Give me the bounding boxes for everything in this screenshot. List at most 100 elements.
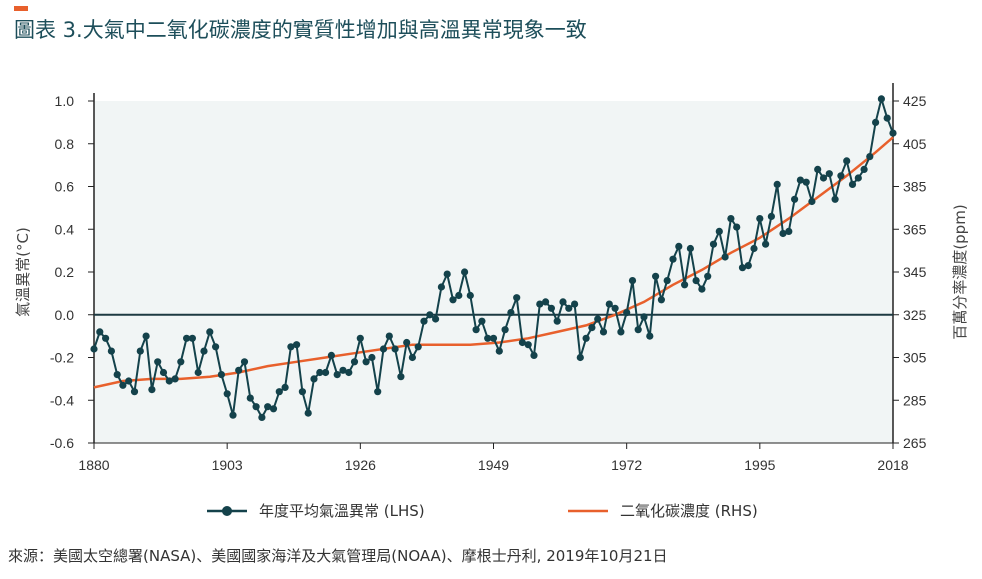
data-point-temperature	[420, 317, 428, 325]
y2-tick-label: 365	[903, 221, 927, 237]
data-point-temperature	[819, 174, 828, 182]
data-point-temperature	[397, 373, 405, 381]
data-point-temperature	[200, 347, 208, 355]
data-point-temperature	[524, 341, 532, 349]
data-point-temperature	[159, 368, 168, 377]
data-point-temperature	[669, 255, 677, 263]
data-point-temperature	[102, 334, 110, 342]
data-point-temperature	[681, 281, 689, 289]
data-point-temperature	[368, 353, 376, 362]
data-point-temperature	[426, 311, 434, 319]
y2-tick-label: 345	[903, 264, 927, 280]
data-point-temperature	[721, 253, 729, 261]
data-point-temperature	[883, 114, 891, 122]
data-point-temperature	[345, 368, 353, 377]
data-point-temperature	[461, 268, 469, 276]
data-point-temperature	[125, 377, 133, 385]
data-point-temperature	[478, 317, 486, 325]
data-point-temperature	[316, 368, 324, 377]
data-point-temperature	[287, 343, 295, 351]
legend-label-temperature: 年度平均氣溫異常 (LHS)	[259, 502, 425, 520]
x-tick-label: 1949	[478, 457, 509, 473]
data-point-temperature	[119, 381, 127, 389]
legend-item-co2: 二氧化碳濃度 (RHS)	[566, 500, 758, 521]
legend-item-temperature: 年度平均氣溫異常 (LHS)	[205, 500, 425, 521]
data-point-temperature	[327, 351, 335, 359]
y-tick-label: -0.6	[50, 435, 74, 451]
plot-background	[94, 101, 893, 443]
data-point-temperature	[246, 394, 254, 402]
legend-marker-co2	[568, 509, 608, 512]
data-point-temperature	[350, 358, 359, 366]
data-point-temperature	[825, 170, 833, 178]
data-point-temperature	[709, 240, 718, 248]
data-point-temperature	[403, 338, 411, 347]
data-point-temperature	[727, 215, 735, 223]
data-point-temperature	[698, 285, 706, 293]
data-point-temperature	[281, 383, 289, 391]
data-point-temperature	[738, 264, 747, 272]
title-accent-bar	[14, 6, 28, 11]
data-point-temperature	[235, 366, 243, 374]
data-point-temperature	[484, 334, 492, 342]
data-point-temperature	[860, 165, 868, 173]
data-point-temperature	[142, 332, 150, 340]
data-point-temperature	[362, 358, 370, 366]
data-point-temperature	[212, 343, 220, 351]
data-point-temperature	[113, 371, 121, 379]
y-axis-label: 氣溫異常(°C)	[14, 227, 32, 317]
data-point-temperature	[848, 180, 857, 188]
data-point-temperature	[872, 118, 880, 126]
data-point-temperature	[640, 313, 648, 321]
y-tick-label: 0.4	[55, 221, 75, 237]
x-tick-label: 1880	[78, 457, 109, 473]
data-point-temperature	[767, 212, 776, 220]
data-point-temperature	[374, 388, 382, 396]
data-point-temperature	[154, 358, 162, 366]
data-point-temperature	[692, 277, 700, 285]
data-point-temperature	[217, 371, 225, 379]
data-point-temperature	[605, 300, 613, 308]
data-point-temperature	[779, 229, 787, 238]
data-point-temperature	[599, 328, 608, 336]
data-point-temperature	[194, 368, 202, 377]
chart: 1.0 0.8 0.6 0.4 0.2 0.0 -0.2 -0.4 -0.6 425 405 385 3…	[14, 83, 969, 473]
data-point-temperature	[252, 403, 260, 411]
data-point-temperature	[785, 227, 793, 235]
x-tick-label: 2018	[877, 457, 908, 473]
data-point-temperature	[704, 272, 712, 280]
data-point-temperature	[269, 405, 278, 413]
data-point-temperature	[489, 334, 498, 342]
series-line-co2	[93, 136, 894, 389]
y-tick-label: 1.0	[55, 93, 75, 109]
data-point-temperature	[831, 195, 839, 203]
data-point-temperature	[733, 223, 741, 231]
data-point-temperature	[356, 334, 364, 342]
legend-label-co2: 二氧化碳濃度 (RHS)	[620, 502, 758, 520]
data-point-temperature	[432, 315, 440, 323]
data-point-temperature	[130, 388, 139, 396]
y2-tick-label: 405	[903, 136, 927, 152]
data-point-temperature	[814, 165, 822, 173]
data-point-temperature	[854, 174, 862, 182]
data-point-temperature	[333, 371, 341, 379]
data-point-temperature	[437, 283, 445, 291]
data-point-temperature	[756, 215, 764, 223]
data-point-temperature	[472, 326, 480, 334]
data-point-temperature	[675, 242, 683, 250]
data-point-temperature	[582, 334, 590, 342]
data-point-temperature	[837, 172, 845, 180]
x-tick-label: 1903	[212, 457, 243, 473]
data-point-temperature	[275, 388, 283, 396]
data-point-temperature	[304, 409, 312, 417]
data-point-temperature	[571, 300, 579, 308]
data-point-temperature	[628, 277, 637, 285]
data-point-temperature	[877, 95, 886, 103]
data-point-temperature	[513, 294, 521, 302]
data-point-temperature	[796, 176, 805, 184]
data-point-temperature	[866, 153, 874, 161]
data-point-temperature	[843, 157, 851, 165]
y2-tick-label: 285	[903, 392, 927, 408]
data-point-temperature	[96, 328, 104, 336]
data-point-temperature	[206, 328, 214, 336]
